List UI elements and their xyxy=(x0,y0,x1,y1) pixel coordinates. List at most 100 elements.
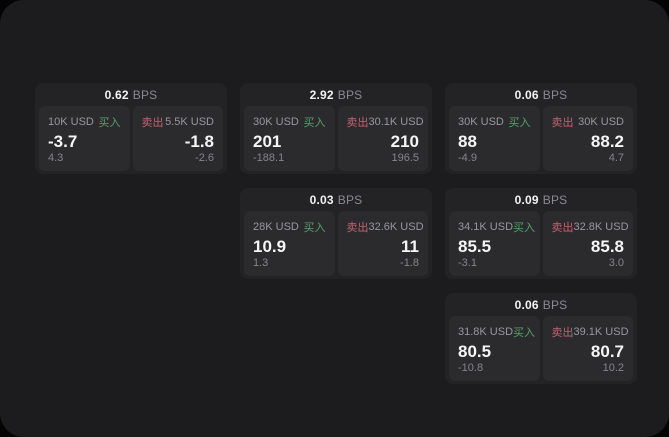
quote-panels: 30K USD 买入 88 -4.9 卖出 30K USD 88.2 4.7 xyxy=(445,106,637,175)
quote-panels: 28K USD 买入 10.9 1.3 卖出 32.6K USD 11 -1.8 xyxy=(240,211,432,280)
buy-size: 10K USD xyxy=(48,116,94,128)
sell-size: 32.8K USD xyxy=(573,221,629,233)
buy-panel-header: 34.1K USD 买入 xyxy=(458,219,535,235)
spread-header: 0.03 BPS xyxy=(240,188,432,211)
sell-change: 3.0 xyxy=(608,256,624,269)
buy-side-label: 买入 xyxy=(513,327,536,339)
buy-change: -10.8 xyxy=(458,361,484,374)
sell-side-label: 卖出 xyxy=(141,117,164,129)
sell-panel-header: 卖出 32.6K USD xyxy=(346,219,424,235)
sell-panel-header: 卖出 5.5K USD xyxy=(142,114,215,130)
buy-price: 85.5 xyxy=(458,237,492,256)
sell-size: 32.6K USD xyxy=(368,221,424,233)
buy-change: -3.1 xyxy=(458,256,477,269)
sell-side-label: 卖出 xyxy=(346,117,369,129)
spread-value: 0.06 xyxy=(514,297,539,312)
quote-card: 2.92 BPS 30K USD 买入 201 -188.1 卖出 30.1K … xyxy=(240,83,432,174)
buy-panel[interactable]: 30K USD 买入 88 -4.9 xyxy=(449,106,540,171)
buy-change: -188.1 xyxy=(253,151,285,164)
sell-panel-header: 卖出 30.1K USD xyxy=(346,114,424,130)
buy-panel-header: 30K USD 买入 xyxy=(253,114,326,130)
quote-panels: 34.1K USD 买入 85.5 -3.1 卖出 32.8K USD 85.8… xyxy=(445,211,637,280)
buy-size: 28K USD xyxy=(253,221,299,233)
spread-unit: BPS xyxy=(542,297,568,312)
sell-panel[interactable]: 卖出 30.1K USD 210 196.5 xyxy=(337,106,428,171)
sell-side-label: 卖出 xyxy=(551,222,574,234)
sell-change: 4.7 xyxy=(608,151,624,164)
buy-panel-header: 10K USD 买入 xyxy=(48,114,121,130)
spread-header: 0.62 BPS xyxy=(35,83,227,106)
quote-panels: 30K USD 买入 201 -188.1 卖出 30.1K USD 210 1… xyxy=(240,106,432,175)
quote-panels: 10K USD 买入 -3.7 4.3 卖出 5.5K USD -1.8 -2.… xyxy=(35,106,227,175)
buy-side-label: 买入 xyxy=(513,222,536,234)
spread-value: 2.92 xyxy=(309,87,334,102)
buy-change: -4.9 xyxy=(458,151,477,164)
spread-value: 0.62 xyxy=(104,87,129,102)
sell-panel[interactable]: 卖出 32.6K USD 11 -1.8 xyxy=(337,211,428,276)
buy-price: 80.5 xyxy=(458,342,492,361)
sell-change: 10.2 xyxy=(602,361,624,374)
buy-price: 10.9 xyxy=(253,237,287,256)
buy-price: -3.7 xyxy=(48,132,78,151)
sell-panel[interactable]: 卖出 30K USD 88.2 4.7 xyxy=(542,106,633,171)
quote-card: 0.03 BPS 28K USD 买入 10.9 1.3 卖出 32.6K US… xyxy=(240,188,432,279)
spread-unit: BPS xyxy=(132,87,158,102)
sell-size: 5.5K USD xyxy=(165,116,214,128)
spread-value: 0.09 xyxy=(514,192,539,207)
buy-size: 30K USD xyxy=(458,116,504,128)
buy-side-label: 买入 xyxy=(303,117,326,129)
sell-panel-header: 卖出 39.1K USD xyxy=(551,324,629,340)
buy-size: 31.8K USD xyxy=(458,326,514,338)
spread-value: 0.03 xyxy=(309,192,334,207)
sell-change: -2.6 xyxy=(195,151,214,164)
sell-panel[interactable]: 卖出 5.5K USD -1.8 -2.6 xyxy=(132,106,223,171)
sell-price: 11 xyxy=(401,237,419,256)
sell-panel-header: 卖出 30K USD xyxy=(552,114,625,130)
sell-change: 196.5 xyxy=(391,151,419,164)
sell-side-label: 卖出 xyxy=(551,327,574,339)
buy-change: 1.3 xyxy=(253,256,269,269)
buy-side-label: 买入 xyxy=(303,222,326,234)
sell-price: -1.8 xyxy=(184,132,214,151)
spread-header: 0.06 BPS xyxy=(445,83,637,106)
sell-size: 30.1K USD xyxy=(368,116,424,128)
spread-unit: BPS xyxy=(542,87,568,102)
buy-panel[interactable]: 10K USD 买入 -3.7 4.3 xyxy=(39,106,130,171)
spread-header: 0.09 BPS xyxy=(445,188,637,211)
spread-header: 2.92 BPS xyxy=(240,83,432,106)
spread-unit: BPS xyxy=(337,87,363,102)
spread-unit: BPS xyxy=(337,192,363,207)
buy-panel[interactable]: 31.8K USD 买入 80.5 -10.8 xyxy=(449,316,540,381)
buy-size: 30K USD xyxy=(253,116,299,128)
sell-price: 85.8 xyxy=(590,237,624,256)
buy-panel[interactable]: 28K USD 买入 10.9 1.3 xyxy=(244,211,335,276)
buy-panel-header: 30K USD 买入 xyxy=(458,114,531,130)
buy-panel[interactable]: 34.1K USD 买入 85.5 -3.1 xyxy=(449,211,540,276)
quote-board: 0.62 BPS 10K USD 买入 -3.7 4.3 卖出 5.5K USD xyxy=(35,83,637,384)
quote-card: 0.09 BPS 34.1K USD 买入 85.5 -3.1 卖出 32.8K… xyxy=(445,188,637,279)
sell-price: 210 xyxy=(390,132,419,151)
buy-size: 34.1K USD xyxy=(458,221,514,233)
spread-unit: BPS xyxy=(542,192,568,207)
spread-header: 0.06 BPS xyxy=(445,293,637,316)
sell-side-label: 卖出 xyxy=(551,117,574,129)
buy-panel-header: 31.8K USD 买入 xyxy=(458,324,535,340)
sell-price: 88.2 xyxy=(590,132,624,151)
quote-card: 0.06 BPS 30K USD 买入 88 -4.9 卖出 30K USD xyxy=(445,83,637,174)
quote-panels: 31.8K USD 买入 80.5 -10.8 卖出 39.1K USD 80.… xyxy=(445,316,637,385)
sell-panel[interactable]: 卖出 39.1K USD 80.7 10.2 xyxy=(542,316,633,381)
spread-value: 0.06 xyxy=(514,87,539,102)
buy-panel-header: 28K USD 买入 xyxy=(253,219,326,235)
buy-side-label: 买入 xyxy=(98,117,121,129)
buy-panel[interactable]: 30K USD 买入 201 -188.1 xyxy=(244,106,335,171)
buy-price: 88 xyxy=(458,132,477,151)
sell-side-label: 卖出 xyxy=(346,222,369,234)
quote-card: 0.06 BPS 31.8K USD 买入 80.5 -10.8 卖出 39.1… xyxy=(445,293,637,384)
buy-side-label: 买入 xyxy=(508,117,531,129)
sell-price: 80.7 xyxy=(590,342,624,361)
sell-change: -1.8 xyxy=(400,256,419,269)
sell-panel-header: 卖出 32.8K USD xyxy=(551,219,629,235)
sell-size: 30K USD xyxy=(578,116,624,128)
sell-panel[interactable]: 卖出 32.8K USD 85.8 3.0 xyxy=(542,211,633,276)
